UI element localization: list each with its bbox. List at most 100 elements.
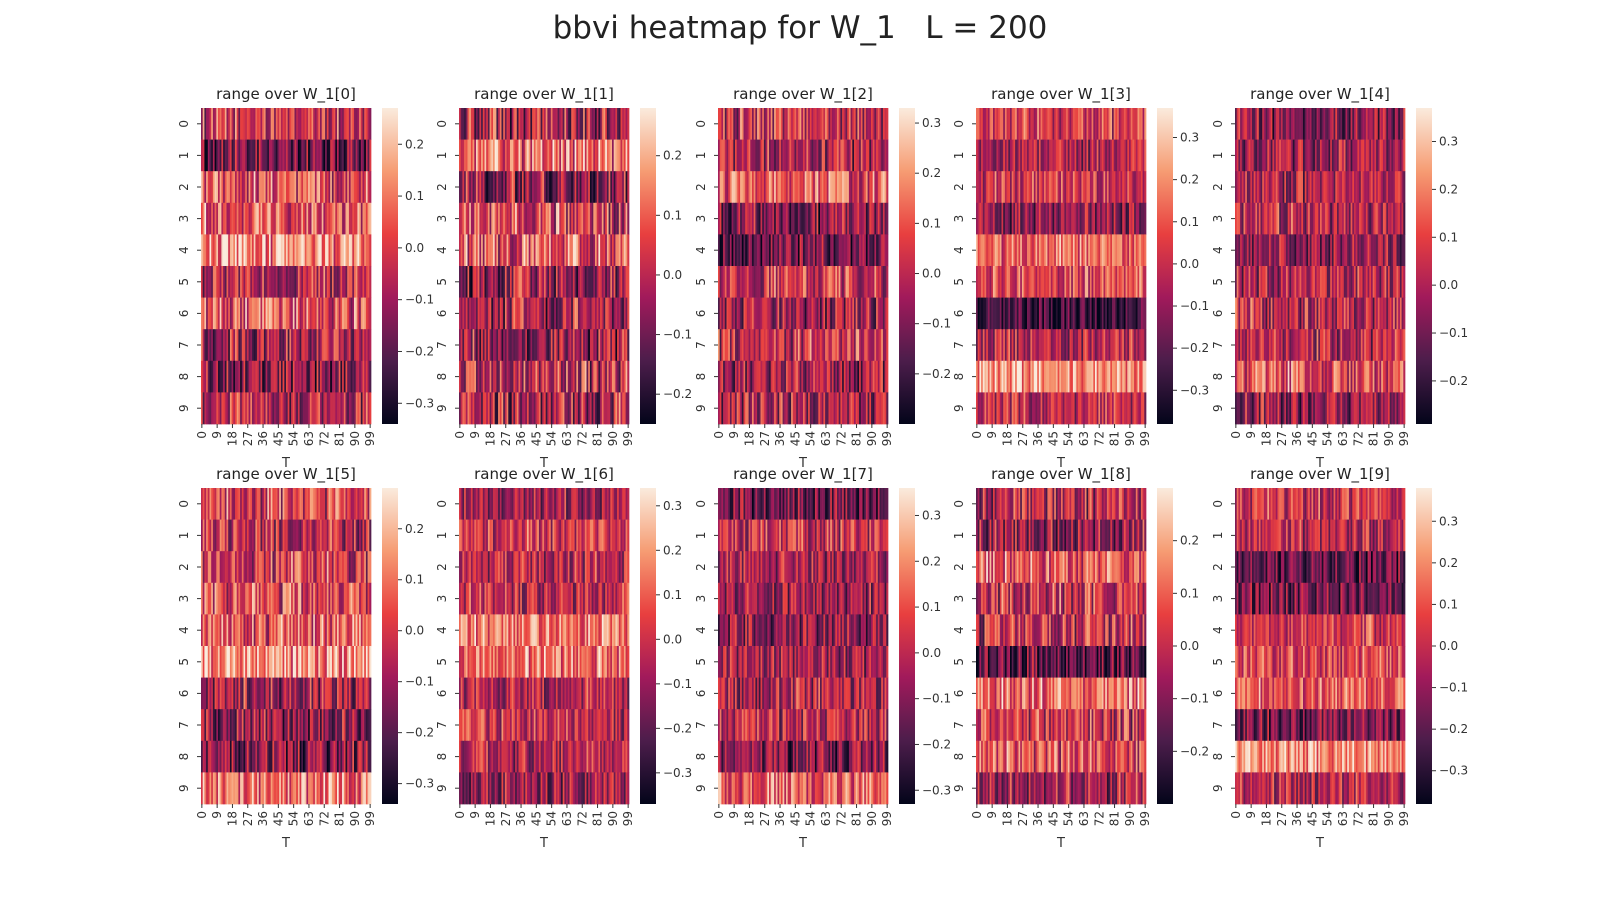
heatmap-cell [304,329,307,362]
heatmap-cell [763,392,766,425]
heatmap-cell [777,139,780,172]
heatmap-cell [201,329,204,362]
heatmap-cell [830,202,833,235]
heatmap-cell [857,171,860,204]
heatmap-cell [622,202,625,235]
heatmap-cell [331,392,334,425]
heatmap-cell [719,360,722,393]
y-tick-label: 3 [435,215,449,223]
heatmap-cell [229,202,232,235]
heatmap-cell [1130,297,1133,330]
heatmap-cell [1093,108,1096,140]
heatmap-cell [201,266,204,298]
heatmap-cell [1103,266,1106,298]
heatmap-cell [1054,329,1057,362]
heatmap-cell [303,329,306,362]
heatmap-cell [791,202,794,235]
heatmap-cell [1384,297,1387,330]
heatmap-cell [1399,139,1402,172]
heatmap-cell [359,202,362,235]
heatmap-cell [231,266,234,298]
heatmap-cell [241,329,244,362]
heatmap-cell [1105,297,1108,330]
heatmap-cell [852,266,855,298]
heatmap-cell [1255,108,1258,140]
heatmap-cell [348,297,351,330]
heatmap-cell [269,297,272,330]
heatmap-cell [267,360,270,393]
heatmap-cell [1103,202,1106,235]
heatmap-cell [313,392,316,425]
heatmap-cell [1015,360,1018,393]
heatmap-cell [503,329,506,362]
heatmap-cell [1391,171,1394,204]
heatmap-cell [576,266,579,298]
heatmap-cell [596,297,599,330]
heatmap-cell [1086,329,1089,362]
heatmap-cell [1030,392,1033,425]
heatmap-cell [1279,234,1282,267]
heatmap-cell [367,360,370,393]
heatmap-cell [724,234,727,267]
heatmap-cell [859,392,862,425]
heatmap-cell [342,171,345,204]
heatmap-cell [581,266,584,298]
heatmap-cell [723,202,726,235]
heatmap-cell [1032,266,1035,298]
heatmap-cell [330,360,333,393]
heatmap-cell [549,202,552,235]
heatmap-cell [820,392,823,425]
heatmap-cell [595,139,598,172]
heatmap-cell [784,297,787,330]
heatmap-cell [842,139,845,172]
heatmap-cell [350,297,353,330]
heatmap-cell [280,108,283,140]
heatmap-cell [855,234,858,267]
heatmap-cell [1122,234,1125,267]
colorbar-tick-label: −0.2 [663,387,692,401]
heatmap-cell [584,171,587,204]
heatmap-cell [330,139,333,172]
heatmap-cell [1098,297,1101,330]
heatmap-cell [211,329,214,362]
heatmap-cell [840,266,843,298]
heatmap-cell [867,266,870,298]
heatmap-cell [564,266,567,298]
heatmap-cell [367,108,370,140]
heatmap-cell [786,360,789,393]
heatmap-cell [1289,297,1292,330]
heatmap-cell [1089,297,1092,330]
heatmap-cell [855,329,858,362]
heatmap-cell [610,139,613,172]
heatmap-cell [248,108,251,140]
heatmap-cell [202,297,205,330]
heatmap-cell [1074,171,1077,204]
heatmap-cell [510,360,513,393]
heatmap-cell [859,108,862,140]
heatmap-cell [837,266,840,298]
heatmap-cell [857,360,860,393]
heatmap-cell [797,329,800,362]
heatmap-cell [1066,234,1069,267]
heatmap-cell [1238,266,1241,298]
heatmap-cell [476,234,479,267]
heatmap-cell [745,171,748,204]
heatmap-cell [1250,108,1253,140]
heatmap-cell [1354,202,1357,235]
heatmap-cell [1140,329,1143,362]
heatmap-cell [1122,297,1125,330]
heatmap-cell [241,108,244,140]
heatmap-cell [847,392,850,425]
heatmap-cell [333,234,336,267]
heatmap-cell [282,266,285,298]
heatmap-cell [533,202,536,235]
heatmap-cell [976,171,979,204]
heatmap-cell [549,297,552,330]
heatmap-cell [515,392,518,425]
heatmap-cell [267,329,270,362]
heatmap-cell [821,139,824,172]
heatmap-cell [289,234,292,267]
heatmap-cell [1059,297,1062,330]
heatmap-cell [1275,297,1278,330]
heatmap-cell [792,329,795,362]
